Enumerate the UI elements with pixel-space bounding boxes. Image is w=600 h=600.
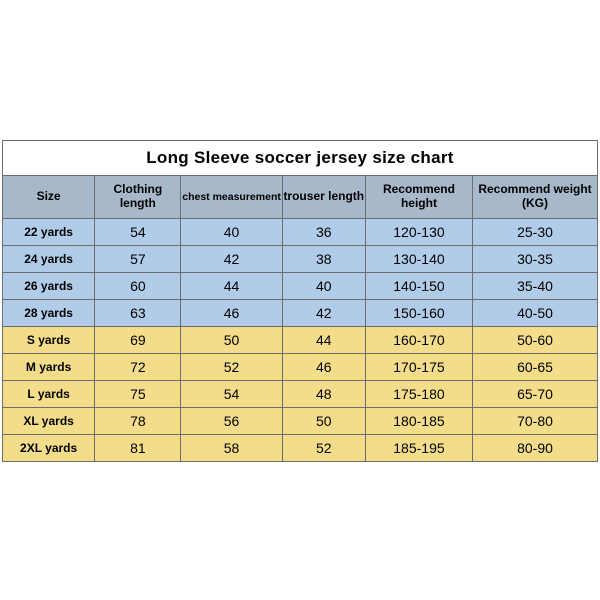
cell-height: 120-130	[365, 219, 472, 246]
cell-chest: 52	[181, 354, 282, 381]
cell-chest: 46	[181, 300, 282, 327]
cell-clothing: 63	[95, 300, 181, 327]
cell-chest: 42	[181, 246, 282, 273]
cell-weight: 50-60	[473, 327, 598, 354]
cell-chest: 50	[181, 327, 282, 354]
cell-trouser: 52	[282, 435, 365, 462]
cell-height: 180-185	[365, 408, 472, 435]
table-row: L yards755448175-18065-70	[3, 381, 598, 408]
cell-clothing: 54	[95, 219, 181, 246]
cell-chest: 44	[181, 273, 282, 300]
cell-weight: 40-50	[473, 300, 598, 327]
cell-trouser: 50	[282, 408, 365, 435]
cell-chest: 56	[181, 408, 282, 435]
col-chest: chest measurement	[181, 176, 282, 219]
col-size: Size	[3, 176, 95, 219]
cell-trouser: 38	[282, 246, 365, 273]
table-row: S yards695044160-17050-60	[3, 327, 598, 354]
cell-clothing: 81	[95, 435, 181, 462]
table-row: 22 yards544036120-13025-30	[3, 219, 598, 246]
cell-weight: 70-80	[473, 408, 598, 435]
cell-size: 26 yards	[3, 273, 95, 300]
title-row: Long Sleeve soccer jersey size chart	[3, 141, 598, 176]
cell-size: 28 yards	[3, 300, 95, 327]
table-row: 26 yards604440140-15035-40	[3, 273, 598, 300]
cell-height: 150-160	[365, 300, 472, 327]
cell-height: 140-150	[365, 273, 472, 300]
size-chart-table: Long Sleeve soccer jersey size chart Siz…	[2, 140, 598, 462]
cell-size: 2XL yards	[3, 435, 95, 462]
cell-chest: 58	[181, 435, 282, 462]
cell-clothing: 60	[95, 273, 181, 300]
cell-size: S yards	[3, 327, 95, 354]
header-row: Size Clothing length chest measurement t…	[3, 176, 598, 219]
cell-size: 22 yards	[3, 219, 95, 246]
col-trouser: trouser length	[282, 176, 365, 219]
chart-title: Long Sleeve soccer jersey size chart	[3, 141, 598, 176]
cell-size: 24 yards	[3, 246, 95, 273]
cell-weight: 60-65	[473, 354, 598, 381]
col-height: Recommend height	[365, 176, 472, 219]
cell-clothing: 72	[95, 354, 181, 381]
cell-height: 170-175	[365, 354, 472, 381]
cell-size: M yards	[3, 354, 95, 381]
cell-trouser: 42	[282, 300, 365, 327]
cell-chest: 54	[181, 381, 282, 408]
cell-clothing: 75	[95, 381, 181, 408]
cell-trouser: 36	[282, 219, 365, 246]
cell-clothing: 69	[95, 327, 181, 354]
cell-height: 160-170	[365, 327, 472, 354]
cell-chest: 40	[181, 219, 282, 246]
col-weight: Recommend weight (KG)	[473, 176, 598, 219]
cell-weight: 30-35	[473, 246, 598, 273]
table-row: XL yards785650180-18570-80	[3, 408, 598, 435]
cell-weight: 80-90	[473, 435, 598, 462]
col-clothing: Clothing length	[95, 176, 181, 219]
cell-weight: 65-70	[473, 381, 598, 408]
cell-trouser: 44	[282, 327, 365, 354]
cell-trouser: 46	[282, 354, 365, 381]
table-row: 28 yards634642150-16040-50	[3, 300, 598, 327]
table-row: 2XL yards815852185-19580-90	[3, 435, 598, 462]
cell-size: L yards	[3, 381, 95, 408]
cell-height: 130-140	[365, 246, 472, 273]
cell-height: 185-195	[365, 435, 472, 462]
table-body: 22 yards544036120-13025-3024 yards574238…	[3, 219, 598, 462]
cell-weight: 25-30	[473, 219, 598, 246]
cell-height: 175-180	[365, 381, 472, 408]
table-row: M yards725246170-17560-65	[3, 354, 598, 381]
cell-trouser: 48	[282, 381, 365, 408]
cell-size: XL yards	[3, 408, 95, 435]
cell-clothing: 57	[95, 246, 181, 273]
table-row: 24 yards574238130-14030-35	[3, 246, 598, 273]
cell-trouser: 40	[282, 273, 365, 300]
cell-weight: 35-40	[473, 273, 598, 300]
cell-clothing: 78	[95, 408, 181, 435]
